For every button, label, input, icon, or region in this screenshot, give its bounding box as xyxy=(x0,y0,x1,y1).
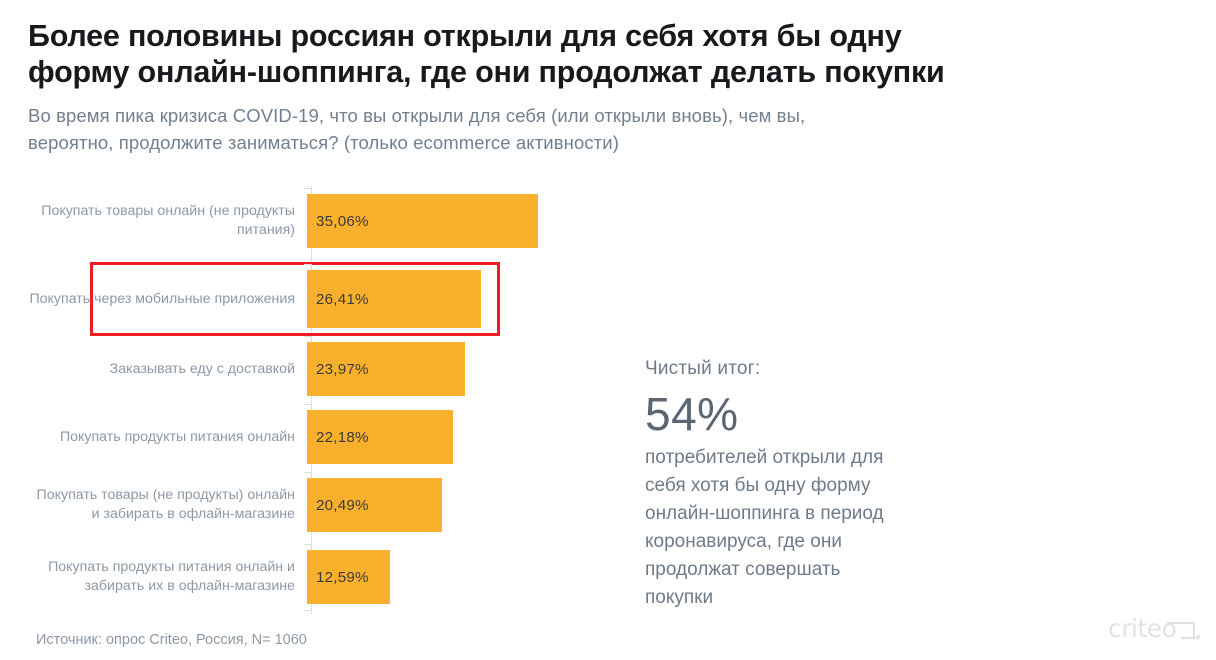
chart-row: Покупать товары онлайн (не продукты пита… xyxy=(28,194,648,248)
axis-tick xyxy=(304,544,312,545)
category-label: Покупать через мобильные приложения xyxy=(29,290,295,307)
header: Более половины россиян открыли для себя … xyxy=(28,18,1128,156)
bar-track: 23,97% xyxy=(303,342,648,396)
bar-value-label: 20,49% xyxy=(316,496,369,514)
axis-tick xyxy=(304,404,312,405)
bar: 23,97% xyxy=(307,342,466,396)
bar: 35,06% xyxy=(307,194,539,248)
category-label: Покупать продукты питания онлайн и забир… xyxy=(48,559,295,594)
bar-value-label: 26,41% xyxy=(316,290,369,308)
bar: 26,41% xyxy=(307,270,482,328)
bar-track: 35,06% xyxy=(303,194,648,248)
criteo-logo-mark xyxy=(1166,621,1201,640)
bar: 12,59% xyxy=(307,550,391,604)
chart-row: Покупать через мобильные приложения 26,41… xyxy=(28,270,648,328)
bar-value-label: 12,59% xyxy=(316,568,369,586)
bar-value-label: 35,06% xyxy=(316,212,369,230)
axis-tick xyxy=(304,264,312,265)
axis-tick xyxy=(304,336,312,337)
chart-row: Покупать продукты питания онлайн и забир… xyxy=(28,550,648,604)
callout-kicker: Чистый итог: xyxy=(645,358,761,379)
callout-body-text: потребителей открыли для себя хотя бы од… xyxy=(645,447,884,608)
axis-tick xyxy=(304,188,312,189)
bar: 22,18% xyxy=(307,410,454,464)
bar-track: 20,49% xyxy=(303,478,648,532)
bar-chart: Покупать товары онлайн (не продукты пита… xyxy=(28,186,648,616)
bar-track: 22,18% xyxy=(303,410,648,464)
category-label: Покупать товары онлайн (не продукты пита… xyxy=(41,203,295,238)
bar-track: 12,59% xyxy=(303,550,648,604)
bar-track: 26,41% xyxy=(303,270,648,328)
page-subtitle: Во время пика кризиса COVID-19, что вы о… xyxy=(28,105,806,153)
chart-row: Покупать товары (не продукты) онлайн и з… xyxy=(28,478,648,532)
chart-row: Покупать продукты питания онлайн 22,18% xyxy=(28,410,648,464)
page-title: Более половины россиян открыли для себя … xyxy=(28,19,945,89)
chart-axis-line xyxy=(311,186,312,614)
bar-value-label: 22,18% xyxy=(316,428,369,446)
chart-row: Заказывать еду с доставкой 23,97% xyxy=(28,342,648,396)
category-label: Покупать товары (не продукты) онлайн и з… xyxy=(36,487,295,522)
callout-big-value: 54% xyxy=(645,388,739,440)
category-label: Заказывать еду с доставкой xyxy=(109,360,295,377)
bar-value-label: 23,97% xyxy=(316,360,369,378)
source-note: Источник: опрос Criteo, Россия, N= 1060 xyxy=(36,632,307,648)
net-result-callout: Чистый итог: 54% потребителей открыли дл… xyxy=(645,358,1025,612)
axis-tick xyxy=(304,472,312,473)
category-label: Покупать продукты питания онлайн xyxy=(59,428,295,445)
axis-tick xyxy=(304,610,312,611)
criteo-logo-text: criteo xyxy=(1108,614,1177,643)
bar: 20,49% xyxy=(307,478,443,532)
criteo-logo: criteo xyxy=(1108,612,1201,646)
